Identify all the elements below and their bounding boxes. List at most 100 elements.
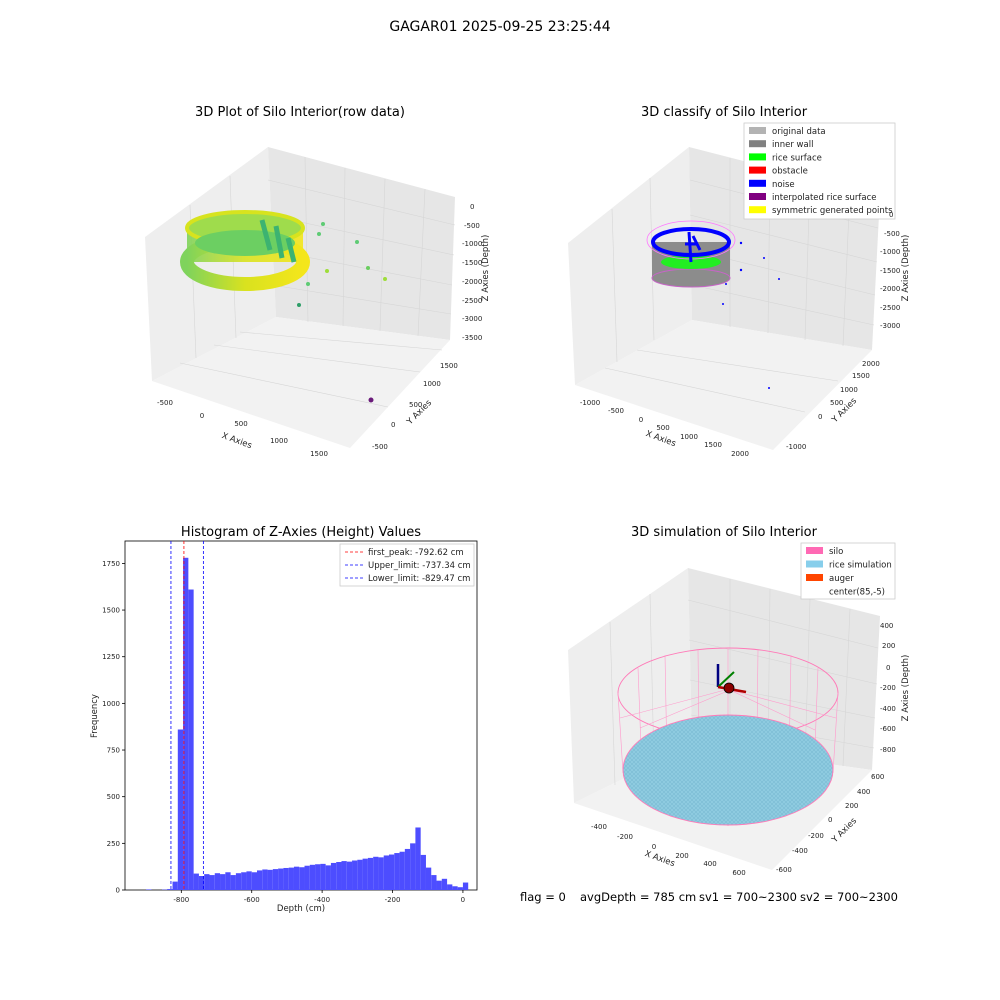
- hist-bar: [183, 557, 189, 890]
- sim-x-tick: 0: [652, 843, 656, 851]
- raw-z-ticks: 0 -500 -1000 -1500 -2000 -2500 -3000 -35…: [462, 203, 482, 342]
- hist-bar: [378, 857, 384, 890]
- footer-sv2: sv2 = 700~2300: [800, 890, 898, 904]
- cls-z-tick: 0: [889, 211, 893, 219]
- hist-legend-label: Upper_limit: -737.34 cm: [368, 561, 471, 571]
- sim-legend-label: auger: [829, 574, 854, 584]
- hist-bar: [188, 589, 194, 890]
- cls-legend-label: rice surface: [772, 153, 822, 163]
- raw-z-tick: -1500: [462, 259, 482, 267]
- cls-legend-swatch: [749, 206, 766, 214]
- cls-legend-label: interpolated rice surface: [772, 193, 877, 203]
- hist-bar: [436, 880, 442, 890]
- raw-z-tick: -1000: [462, 240, 482, 248]
- raw-floor-pane: [152, 317, 450, 448]
- cls-z-label: Z Axies (Depth): [901, 235, 911, 302]
- hist-title: Histogram of Z-Axies (Height) Values: [181, 525, 421, 540]
- raw-x-ticks: -500 0 500 1000 1500: [157, 399, 328, 458]
- cls-z-tick: -3000: [880, 322, 900, 330]
- sim-y-label: Y Axies: [829, 816, 859, 846]
- hist-bar: [230, 875, 236, 890]
- cls-noise-cluster: [685, 231, 702, 263]
- hist-bar: [257, 870, 263, 890]
- sim-x-label: X Axies: [643, 849, 676, 869]
- hist-y-tick-label: 1500: [102, 607, 120, 615]
- hist-bar: [283, 867, 289, 890]
- sim-auger-marker: [723, 682, 735, 694]
- hist-bar: [447, 884, 453, 890]
- hist-bar: [241, 872, 247, 890]
- hist-y-tick-label: 1250: [102, 653, 120, 661]
- hist-bar: [172, 881, 178, 890]
- hist-bar: [394, 853, 400, 890]
- raw-z-tick: -500: [464, 222, 480, 230]
- hist-bar: [177, 729, 184, 890]
- raw-z-tick: -2000: [462, 278, 482, 286]
- cls-z-tick: -500: [884, 230, 900, 238]
- cls-y-tick: 1000: [840, 386, 858, 394]
- cls-legend-label: noise: [772, 180, 795, 190]
- hist-x-label: Depth (cm): [277, 904, 325, 914]
- hist-bar: [214, 873, 221, 890]
- hist-x-tick-label: -600: [244, 896, 260, 904]
- sim-z-ticks: 400 200 0 -200 -400 -600 -800: [880, 622, 896, 754]
- hist-bar: [462, 882, 469, 890]
- hist-y-tick-label: 500: [107, 793, 120, 801]
- raw-x-tick: 1500: [310, 450, 328, 458]
- raw-z-tick: -3500: [462, 334, 482, 342]
- hist-y-tick-label: 750: [107, 747, 120, 755]
- hist-bar: [220, 874, 226, 890]
- cls-legend-box: [743, 122, 896, 220]
- hist-bar: [193, 873, 199, 890]
- hist-bar: [336, 862, 342, 890]
- sim-z-tick: 200: [882, 642, 895, 650]
- panel-simulation-3d: 3D simulation of Silo Interior: [568, 525, 911, 877]
- sim-z-tick: -400: [880, 705, 896, 713]
- cls-legend: original data inner wall rice surface obsta…: [743, 122, 896, 220]
- cls-back-pane-left: [568, 147, 692, 385]
- panel-raw-title: 3D Plot of Silo Interior(row data): [195, 105, 405, 120]
- cls-x-tick: 0: [639, 416, 643, 424]
- sim-axis-y: [717, 671, 735, 688]
- sim-y-tick: 600: [871, 773, 884, 781]
- sim-y-tick: -400: [792, 847, 808, 855]
- hist-legend: first_peak: -792.62 cm Upper_limit: -737.…: [339, 543, 475, 587]
- cls-x-tick: 500: [656, 424, 669, 432]
- cls-legend-label: obstacle: [772, 167, 808, 177]
- sim-y-tick: -200: [808, 832, 824, 840]
- raw-x-tick: 1000: [270, 437, 288, 445]
- raw-z-tick: 0: [470, 203, 474, 211]
- hist-bar: [389, 854, 395, 890]
- hist-bar: [420, 854, 426, 890]
- hist-bar: [198, 876, 205, 890]
- sim-y-ticks: -600 -400 -200 0 200 400 600: [776, 773, 884, 874]
- cls-z-tick: -2500: [880, 304, 900, 312]
- sim-legend: silo rice simulation auger center(85,-5): [800, 542, 896, 600]
- sim-x-tick: 200: [675, 852, 688, 860]
- raw-y-tick: -500: [372, 443, 388, 451]
- raw-x-tick: 0: [200, 412, 204, 420]
- hist-y-label: Frequency: [90, 694, 100, 738]
- raw-obstacle-points: [259, 219, 297, 263]
- raw-x-label: X Axies: [220, 431, 253, 451]
- hist-bar: [209, 875, 215, 890]
- hist-bar: [293, 866, 300, 890]
- sim-legend-swatch: [806, 574, 823, 581]
- cls-x-tick: 1500: [704, 441, 722, 449]
- sim-y-tick: 400: [857, 788, 870, 796]
- hist-bar: [225, 872, 231, 890]
- hist-bar: [457, 887, 463, 890]
- cls-x-tick: 2000: [731, 450, 749, 458]
- hist-bar: [304, 865, 310, 890]
- cls-legend-swatch: [749, 193, 766, 200]
- raw-y-tick: 500: [409, 401, 422, 409]
- cls-x-tick: 1000: [680, 433, 698, 441]
- sim-legend-label: center(85,-5): [829, 588, 885, 598]
- sim-z-tick: -800: [880, 746, 896, 754]
- hist-bar: [373, 856, 379, 890]
- cls-z-tick: -1500: [880, 267, 900, 275]
- hist-bar: [415, 827, 421, 890]
- cls-z-tick: -2000: [880, 285, 900, 293]
- hist-bar: [146, 889, 152, 890]
- hist-x-tick-label: -800: [173, 896, 189, 904]
